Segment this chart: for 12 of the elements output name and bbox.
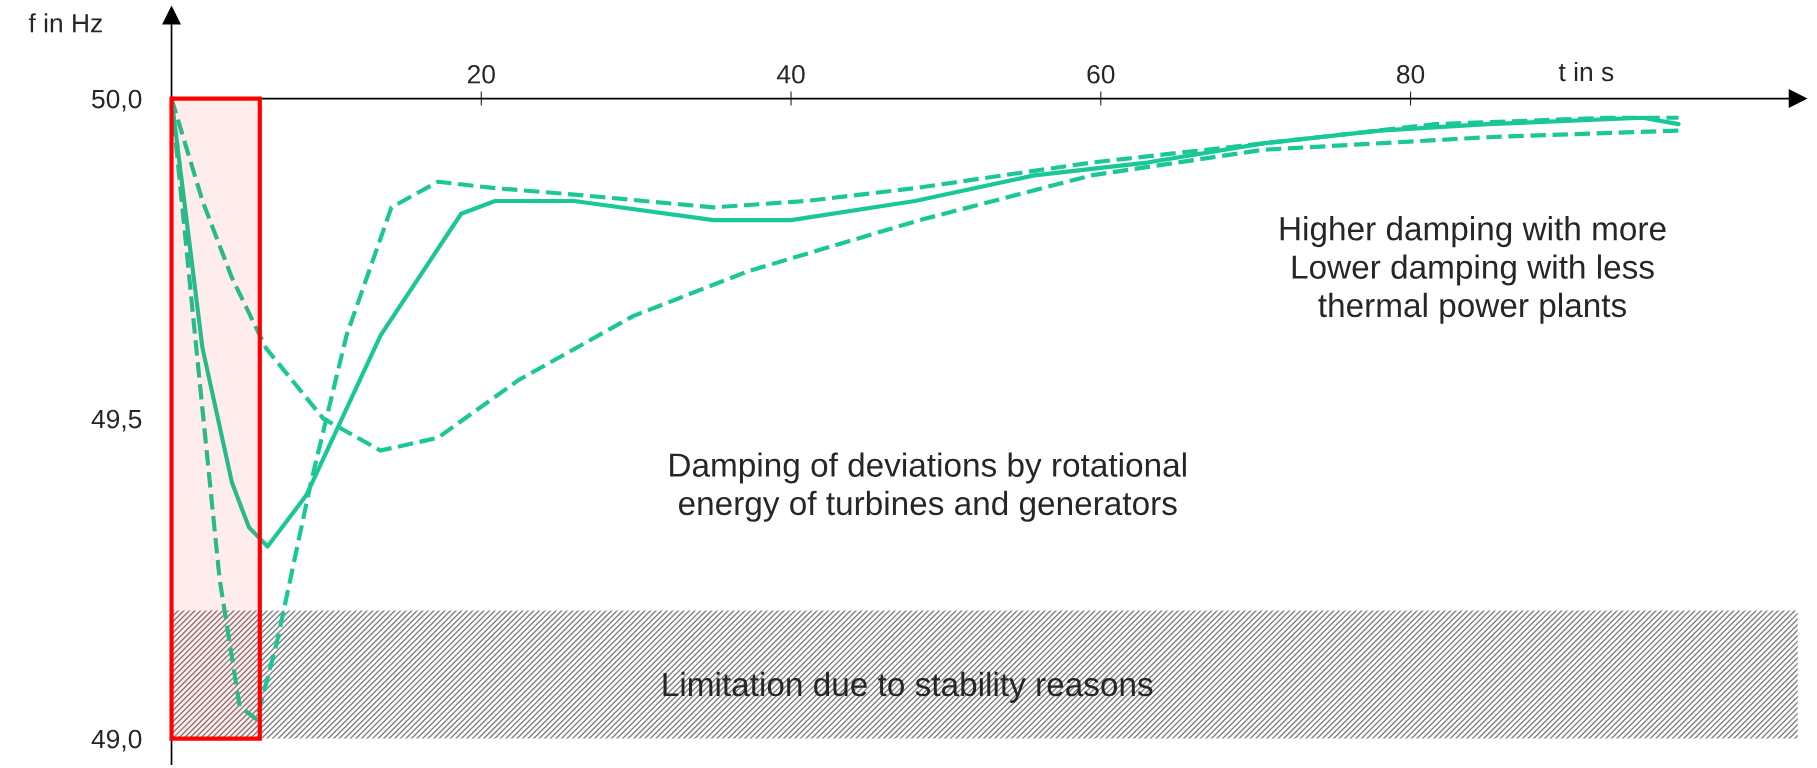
x-tick-label: 40: [776, 64, 805, 84]
band-label: Limitation due to stability reasons: [663, 671, 1153, 703]
x-tick-label: 60: [1087, 64, 1115, 84]
y-tick-label: 50,0: [92, 89, 142, 112]
y-axis-title: f in Hz: [28, 13, 102, 33]
annotation: Higher damping with more Lower damping with less thermal power plants: [1280, 216, 1666, 324]
x-tick-label: 20: [467, 64, 495, 84]
y-tick-label: 49,5: [91, 409, 142, 432]
x-tick-label: 80: [1397, 64, 1425, 84]
annotation: Damping of deviations by rotational energy of turbines and generators: [670, 452, 1186, 522]
x-axis-title: t in s: [1558, 61, 1614, 82]
y-tick-label: 49,0: [91, 729, 142, 752]
